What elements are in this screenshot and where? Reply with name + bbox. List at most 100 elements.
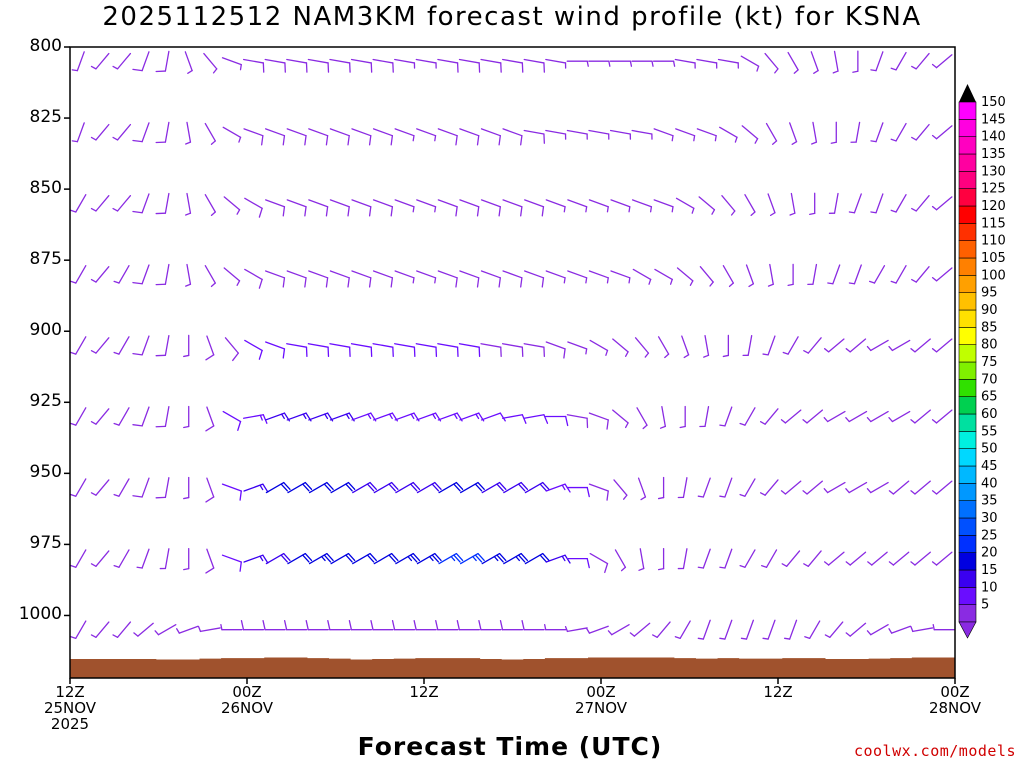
wind-barb xyxy=(740,619,755,640)
wind-barb xyxy=(523,58,545,73)
wind-barb xyxy=(204,122,216,145)
wind-barb xyxy=(480,199,501,217)
wind-barb xyxy=(566,414,589,429)
wind-barb xyxy=(499,620,524,631)
wind-barb xyxy=(330,481,356,494)
wind-barb xyxy=(868,265,886,284)
wind-barb xyxy=(221,57,242,71)
wind-barb xyxy=(308,552,334,565)
wind-barb xyxy=(132,122,150,143)
wind-barb xyxy=(183,334,190,358)
wind-barb xyxy=(567,341,588,355)
wind-barb xyxy=(456,620,480,631)
wind-barb xyxy=(221,483,242,501)
wind-barb xyxy=(638,548,645,571)
legend-swatch xyxy=(958,448,977,467)
wind-barb xyxy=(459,128,480,146)
wind-barb xyxy=(459,270,480,288)
wind-barb xyxy=(416,128,437,142)
wind-barb xyxy=(545,129,567,140)
wind-barb xyxy=(910,409,931,424)
wind-barb xyxy=(719,619,733,640)
wind-barb xyxy=(394,199,415,213)
wind-barb xyxy=(911,123,930,141)
wind-barb xyxy=(351,199,372,217)
legend-label: 140 xyxy=(981,130,1006,145)
wind-barb xyxy=(222,410,242,431)
wind-barb xyxy=(264,58,286,73)
wind-barb xyxy=(307,58,330,73)
x-tick-label-line xyxy=(207,716,287,732)
wind-barb xyxy=(437,343,459,358)
terrain-layer xyxy=(70,657,955,678)
y-tick-label: 825 xyxy=(29,107,62,128)
wind-barb xyxy=(888,625,912,634)
wind-barb xyxy=(780,480,802,495)
wind-barb xyxy=(827,264,841,285)
legend-label: 65 xyxy=(981,390,998,405)
wind-barb xyxy=(823,338,845,353)
wind-barb xyxy=(523,414,549,424)
wind-barb xyxy=(910,551,931,566)
wind-barb xyxy=(719,548,733,569)
wind-barb xyxy=(823,551,845,566)
wind-barb xyxy=(911,195,930,212)
wind-barb xyxy=(132,51,150,72)
wind-barb xyxy=(90,479,110,496)
legend-swatch xyxy=(958,240,977,259)
credit-link[interactable]: coolwx.com/models xyxy=(853,742,1016,760)
wind-barb xyxy=(244,339,263,360)
wind-barb xyxy=(589,339,609,356)
legend-swatch xyxy=(958,413,977,432)
wind-barb xyxy=(588,270,609,284)
wind-barb xyxy=(203,52,218,74)
wind-barb xyxy=(197,626,221,633)
wind-barb xyxy=(136,548,150,569)
legend-label: 90 xyxy=(981,303,998,318)
wind-barb xyxy=(782,336,799,355)
wind-barb xyxy=(629,622,651,637)
wind-barb xyxy=(677,477,688,499)
wind-barb xyxy=(460,481,485,494)
y-tick-label: 850 xyxy=(29,178,62,199)
wind-barb xyxy=(696,58,718,69)
wind-barb xyxy=(71,51,85,72)
wind-barb xyxy=(931,196,953,211)
wind-barb xyxy=(890,122,907,142)
wind-barb xyxy=(932,624,955,631)
wind-barb xyxy=(155,263,170,286)
wind-barb xyxy=(372,128,394,146)
y-axis-ticks xyxy=(64,46,70,617)
wind-barb xyxy=(394,270,415,284)
wind-barb xyxy=(845,410,868,423)
wind-barb xyxy=(242,414,268,424)
x-tick-label-line xyxy=(738,716,818,732)
wind-barb xyxy=(545,341,566,359)
wind-barb xyxy=(70,478,87,497)
wind-barb xyxy=(70,407,87,426)
wind-barb xyxy=(674,620,691,639)
wind-barb xyxy=(481,552,507,565)
wind-barb xyxy=(395,481,421,494)
wind-barb xyxy=(632,268,652,285)
wind-barb xyxy=(480,412,506,422)
wind-barb xyxy=(888,339,911,352)
wind-barb xyxy=(112,195,132,212)
wind-barb xyxy=(676,267,694,286)
wind-barb xyxy=(588,129,610,140)
wind-barb xyxy=(545,58,567,69)
wind-barb xyxy=(205,335,215,361)
legend-swatch xyxy=(958,587,977,605)
x-tick-label-line: 12Z xyxy=(55,683,85,701)
wind-barb xyxy=(416,199,437,213)
y-tick-label: 975 xyxy=(29,533,62,554)
wind-barb xyxy=(789,122,798,145)
wind-barb xyxy=(90,408,110,425)
wind-barb xyxy=(803,337,822,354)
wind-barb xyxy=(330,552,356,565)
wind-barb xyxy=(394,128,415,142)
wind-barb xyxy=(845,622,867,637)
wind-barb xyxy=(588,412,609,430)
legend-swatch xyxy=(958,153,977,172)
